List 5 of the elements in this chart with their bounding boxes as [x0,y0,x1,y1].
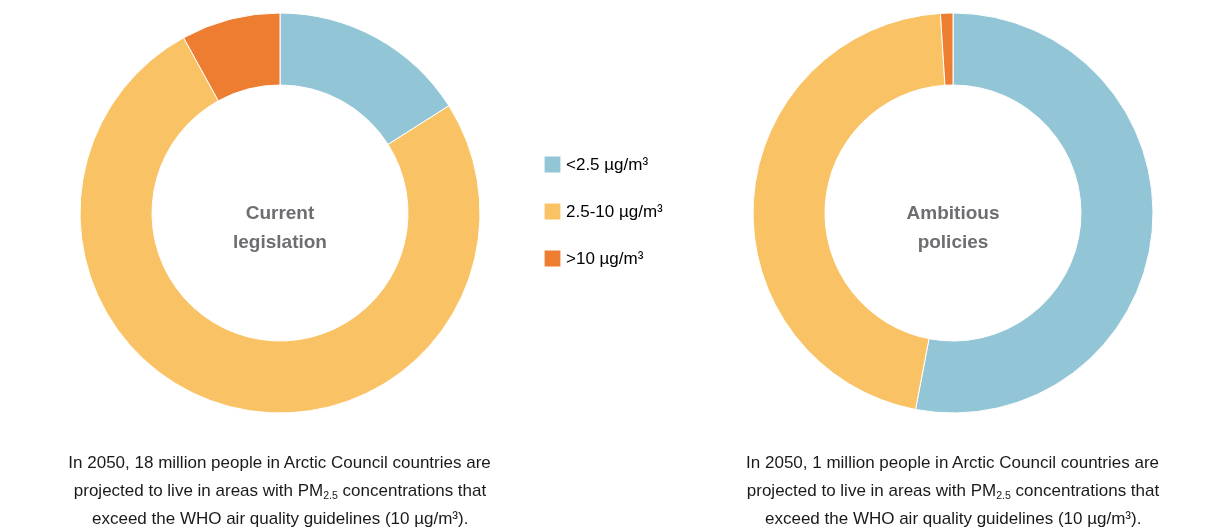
text: Current legislation [233,202,327,252]
legend-label: >10 µg/m³ [566,248,644,268]
legend-label: <2.5 µg/m³ [566,154,649,174]
legend-label: 2.5-10 µg/m³ [566,201,664,221]
text: Ambitious policies [906,202,1000,252]
